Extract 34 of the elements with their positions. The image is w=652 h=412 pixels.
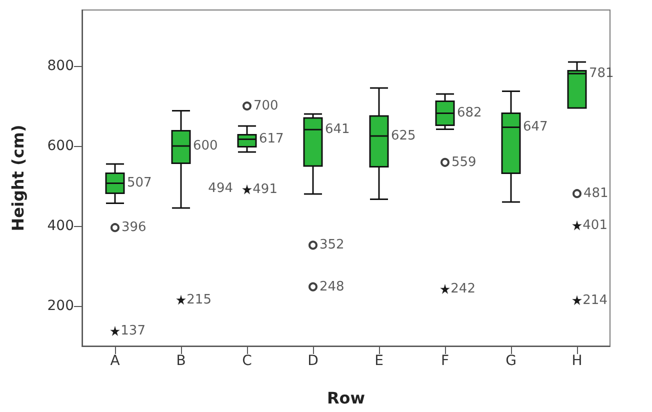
- y-tick-label: 800: [47, 58, 74, 74]
- data-label: 248: [320, 279, 344, 294]
- y-axis-title: Height (cm): [8, 124, 28, 232]
- annotation: 682: [457, 106, 482, 121]
- annotation: 494: [208, 180, 233, 196]
- data-label: 481: [584, 186, 608, 202]
- annotation: 507: [127, 176, 152, 191]
- data-label: 137: [120, 324, 146, 339]
- x-axis-title: Row: [326, 388, 366, 408]
- x-tick-label: F: [440, 353, 450, 369]
- x-tick-label: A: [110, 353, 120, 369]
- y-tick-label: 400: [47, 218, 74, 234]
- x-tick-label: B: [176, 353, 186, 369]
- data-label: 215: [186, 292, 212, 308]
- annotation: 647: [523, 120, 548, 135]
- x-tick-label: D: [308, 353, 318, 369]
- annotation: 641: [325, 122, 350, 138]
- x-tick-label: H: [572, 353, 582, 369]
- x-tick-label: E: [374, 353, 384, 369]
- x-tick-label: C: [242, 353, 252, 369]
- data-label: 401: [582, 218, 608, 234]
- annotation: 617: [259, 132, 284, 147]
- data-label: 242: [450, 282, 476, 297]
- y-tick-label: 600: [47, 138, 74, 154]
- x-tick-label: G: [506, 353, 516, 369]
- data-label: 559: [452, 154, 476, 170]
- data-label: 214: [582, 292, 608, 308]
- annotation: 600: [193, 138, 218, 154]
- data-label: 352: [320, 238, 344, 253]
- data-label: 491: [252, 182, 278, 198]
- y-tick-label: 200: [47, 298, 74, 314]
- data-label: 700: [254, 98, 278, 114]
- data-label: 396: [122, 220, 146, 236]
- annotation: 625: [391, 128, 416, 144]
